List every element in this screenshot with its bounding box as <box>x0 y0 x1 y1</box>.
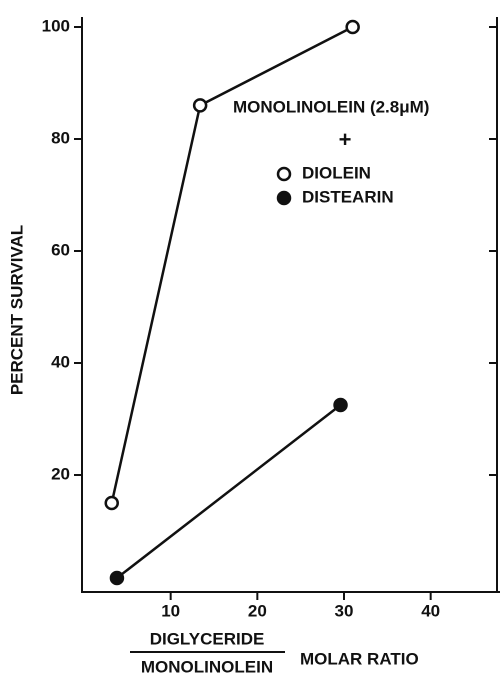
x-tick-label: 40 <box>421 601 440 620</box>
point <box>333 397 348 413</box>
legend-marker <box>276 166 292 182</box>
x-label-denominator: MONOLINOLEIN <box>141 657 273 676</box>
legend-joiner: + <box>339 127 352 152</box>
y-tick-label: 80 <box>51 128 70 147</box>
y-tick-label: 60 <box>51 240 70 259</box>
x-tick-label: 20 <box>248 601 267 620</box>
y-tick-label: 20 <box>51 464 70 483</box>
legend-label: DISTEARIN <box>302 187 394 206</box>
series-line <box>116 404 342 580</box>
point <box>345 19 360 35</box>
legend-label: DIOLEIN <box>302 163 371 182</box>
y-tick-label: 100 <box>42 16 70 35</box>
x-tick-label: 30 <box>335 601 354 620</box>
point <box>104 495 119 511</box>
x-label-numerator: DIGLYCERIDE <box>150 629 265 648</box>
axes <box>81 17 500 593</box>
y-tick-label: 40 <box>51 352 70 371</box>
x-tick-label: 10 <box>161 601 180 620</box>
y-axis-label: PERCENT SURVIVAL <box>7 225 26 395</box>
point <box>109 570 125 586</box>
legend-marker <box>276 190 292 206</box>
point <box>192 98 208 113</box>
x-label-suffix: MOLAR RATIO <box>300 649 419 668</box>
legend-title: MONOLINOLEIN (2.8μM) <box>233 97 429 116</box>
